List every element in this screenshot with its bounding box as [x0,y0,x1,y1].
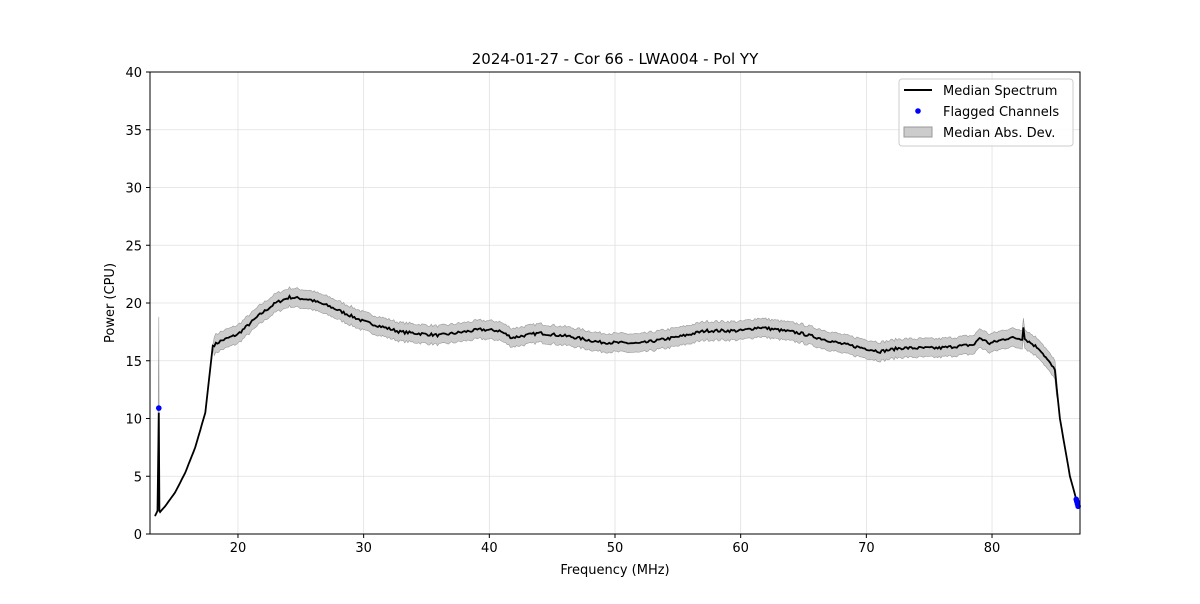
y-tick-label: 5 [134,470,142,485]
y-tick-label: 15 [125,355,142,370]
median-spectrum-line [154,294,1080,517]
x-tick-label: 20 [230,541,247,556]
y-axis: 0 5 10 15 20 25 30 35 40 [125,66,150,543]
x-tick-label: 70 [858,541,875,556]
y-tick-label: 30 [125,182,142,197]
y-tick-label: 40 [125,66,142,81]
y-axis-label: Power (CPU) [103,263,118,343]
legend-band-swatch [903,126,933,138]
legend-median-abs-dev: Median Abs. Dev. [943,126,1055,141]
x-tick-label: 50 [607,541,624,556]
legend-flagged-channels: Flagged Channels [943,105,1059,120]
x-tick-label: 80 [984,541,1001,556]
y-tick-label: 0 [134,528,142,543]
flagged-channel-point [155,405,162,411]
x-tick-label: 30 [355,541,372,556]
x-axis: 20 30 40 50 60 70 80 [230,534,1001,556]
flagged-channels [155,405,1081,510]
x-axis-label: Frequency (MHz) [560,563,669,578]
chart-title: 2024-01-27 - Cor 66 - LWA004 - Pol YY [472,50,759,68]
legend-flag-swatch [915,108,921,114]
y-tick-label: 35 [125,124,142,139]
x-tick-label: 40 [481,541,498,556]
y-tick-label: 25 [125,239,142,254]
median-abs-dev-band [154,286,1079,517]
x-tick-label: 60 [732,541,749,556]
y-tick-label: 10 [125,413,142,428]
legend: Median Spectrum Flagged Channels Median … [898,78,1074,147]
y-tick-label: 20 [125,297,142,312]
legend-median-spectrum: Median Spectrum [943,84,1057,99]
